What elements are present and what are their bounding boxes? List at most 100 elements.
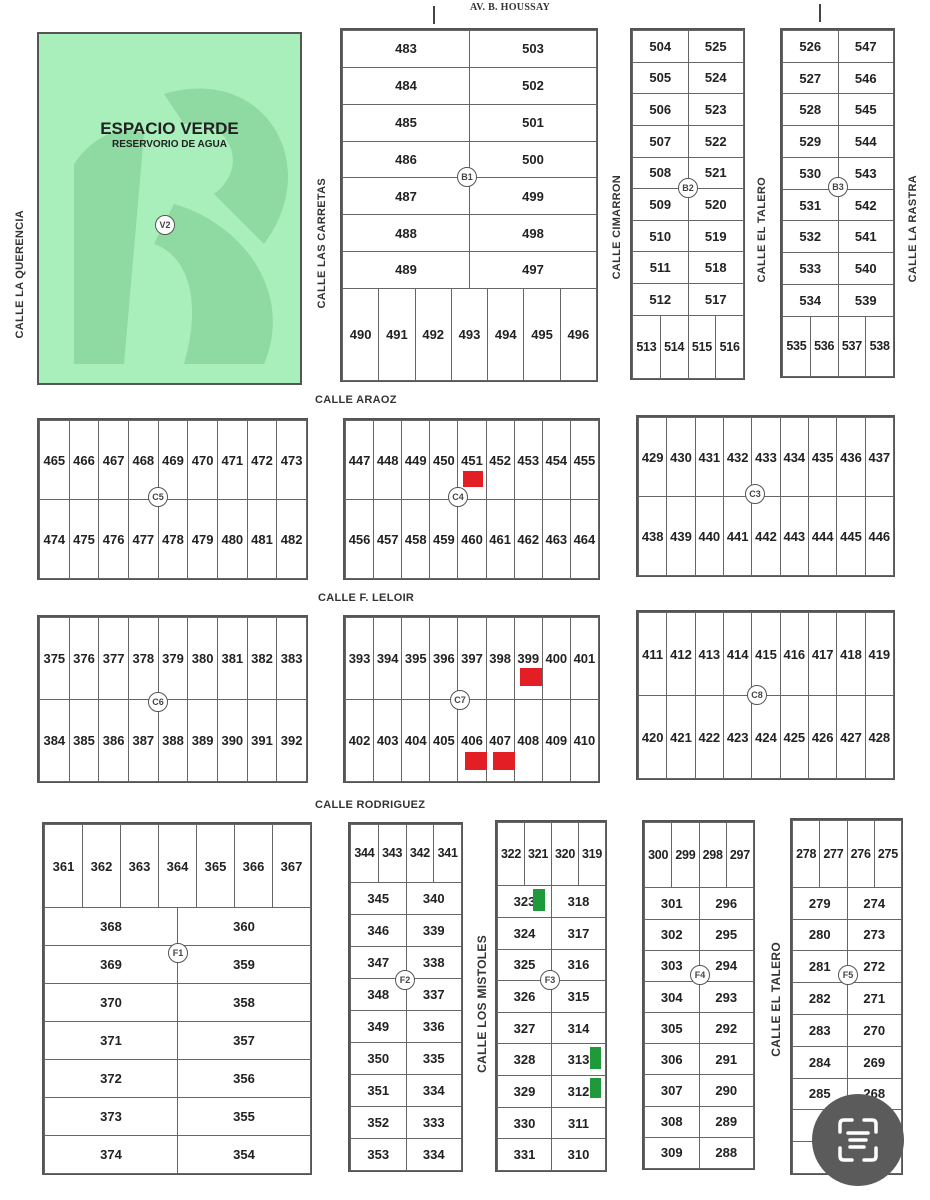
lot-386[interactable]: 386 [98,699,129,782]
lot-394[interactable]: 394 [373,617,403,700]
lot-459[interactable]: 459 [429,499,459,579]
lot-476[interactable]: 476 [98,499,129,579]
lot-510[interactable]: 510 [632,219,689,253]
lot-315[interactable]: 315 [551,980,606,1013]
lot-431[interactable]: 431 [694,417,724,497]
lot-464[interactable]: 464 [569,499,599,579]
lot-492[interactable]: 492 [414,287,452,381]
lot-493[interactable]: 493 [450,287,489,381]
lot-491[interactable]: 491 [378,287,416,381]
lot-465[interactable]: 465 [39,420,70,500]
lot-435[interactable]: 435 [808,417,838,497]
lot-376[interactable]: 376 [68,617,100,700]
lot-414[interactable]: 414 [723,612,753,696]
lot-499[interactable]: 499 [469,177,597,216]
lot-292[interactable]: 292 [698,1012,754,1045]
lot-343[interactable]: 343 [377,824,407,883]
lot-335[interactable]: 335 [405,1041,462,1075]
lot-482[interactable]: 482 [276,499,307,579]
lot-309[interactable]: 309 [644,1136,700,1169]
lot-350[interactable]: 350 [350,1041,407,1075]
lot-535[interactable]: 535 [782,315,811,377]
lot-311[interactable]: 311 [551,1106,606,1140]
lot-422[interactable]: 422 [694,695,724,779]
lot-532[interactable]: 532 [782,220,839,254]
lot-455[interactable]: 455 [569,420,599,500]
lot-541[interactable]: 541 [837,220,894,254]
lot-306[interactable]: 306 [644,1043,700,1076]
lot-296[interactable]: 296 [698,887,754,920]
lot-363[interactable]: 363 [120,824,159,909]
lot-507[interactable]: 507 [632,124,689,158]
lot-545[interactable]: 545 [837,93,894,127]
lot-511[interactable]: 511 [632,251,689,285]
lot-278[interactable]: 278 [792,820,821,888]
lot-514[interactable]: 514 [659,314,689,379]
lot-480[interactable]: 480 [217,499,248,579]
lot-423[interactable]: 423 [723,695,753,779]
lot-488[interactable]: 488 [342,214,470,253]
lot-291[interactable]: 291 [698,1043,754,1076]
lot-440[interactable]: 440 [694,496,724,576]
lot-385[interactable]: 385 [68,699,100,782]
lot-352[interactable]: 352 [350,1105,407,1139]
lot-336[interactable]: 336 [405,1009,462,1043]
lot-351[interactable]: 351 [350,1073,407,1107]
lot-498[interactable]: 498 [469,214,597,253]
lot-383[interactable]: 383 [276,617,307,700]
lot-284[interactable]: 284 [792,1045,848,1079]
lot-421[interactable]: 421 [666,695,696,779]
lot-318[interactable]: 318 [551,885,606,918]
lot-425[interactable]: 425 [779,695,809,779]
lot-341[interactable]: 341 [433,824,462,883]
lot-517[interactable]: 517 [687,283,744,316]
lot-397[interactable]: 397 [457,617,487,700]
lot-447[interactable]: 447 [345,420,375,500]
lot-297[interactable]: 297 [725,822,754,889]
lot-487[interactable]: 487 [342,177,470,216]
lot-495[interactable]: 495 [523,287,561,381]
lot-342[interactable]: 342 [405,824,435,883]
lot-365[interactable]: 365 [196,824,235,909]
lot-500[interactable]: 500 [469,140,597,179]
lot-355[interactable]: 355 [177,1097,311,1137]
lot-461[interactable]: 461 [485,499,515,579]
lot-271[interactable]: 271 [846,982,902,1015]
lot-390[interactable]: 390 [217,699,248,782]
lot-454[interactable]: 454 [541,420,571,500]
lot-379[interactable]: 379 [157,617,189,700]
lot-467[interactable]: 467 [98,420,129,500]
lot-547[interactable]: 547 [837,30,894,63]
lot-280[interactable]: 280 [792,918,848,952]
lot-427[interactable]: 427 [836,695,866,779]
lot-396[interactable]: 396 [429,617,459,700]
lot-404[interactable]: 404 [401,699,431,782]
lot-372[interactable]: 372 [44,1059,178,1099]
lot-515[interactable]: 515 [687,314,717,379]
lot-362[interactable]: 362 [82,824,121,909]
lot-506[interactable]: 506 [632,93,689,126]
lot-417[interactable]: 417 [808,612,838,696]
lot-473[interactable]: 473 [276,420,307,500]
lot-289[interactable]: 289 [698,1105,754,1138]
lot-381[interactable]: 381 [217,617,248,700]
lot-275[interactable]: 275 [873,820,902,888]
lot-503[interactable]: 503 [469,30,597,68]
lot-522[interactable]: 522 [687,124,744,158]
lot-416[interactable]: 416 [779,612,809,696]
lot-298[interactable]: 298 [698,822,727,889]
lot-373[interactable]: 373 [44,1097,178,1137]
lot-412[interactable]: 412 [666,612,696,696]
lot-367[interactable]: 367 [272,824,311,909]
lot-437[interactable]: 437 [864,417,894,497]
lot-301[interactable]: 301 [644,887,700,920]
lot-353[interactable]: 353 [350,1137,407,1171]
lot-270[interactable]: 270 [846,1013,902,1047]
lot-458[interactable]: 458 [401,499,431,579]
lot-546[interactable]: 546 [837,61,894,95]
lot-542[interactable]: 542 [837,188,894,222]
lot-536[interactable]: 536 [809,315,839,377]
lot-409[interactable]: 409 [541,699,571,782]
lot-401[interactable]: 401 [569,617,599,700]
lot-320[interactable]: 320 [551,822,579,887]
